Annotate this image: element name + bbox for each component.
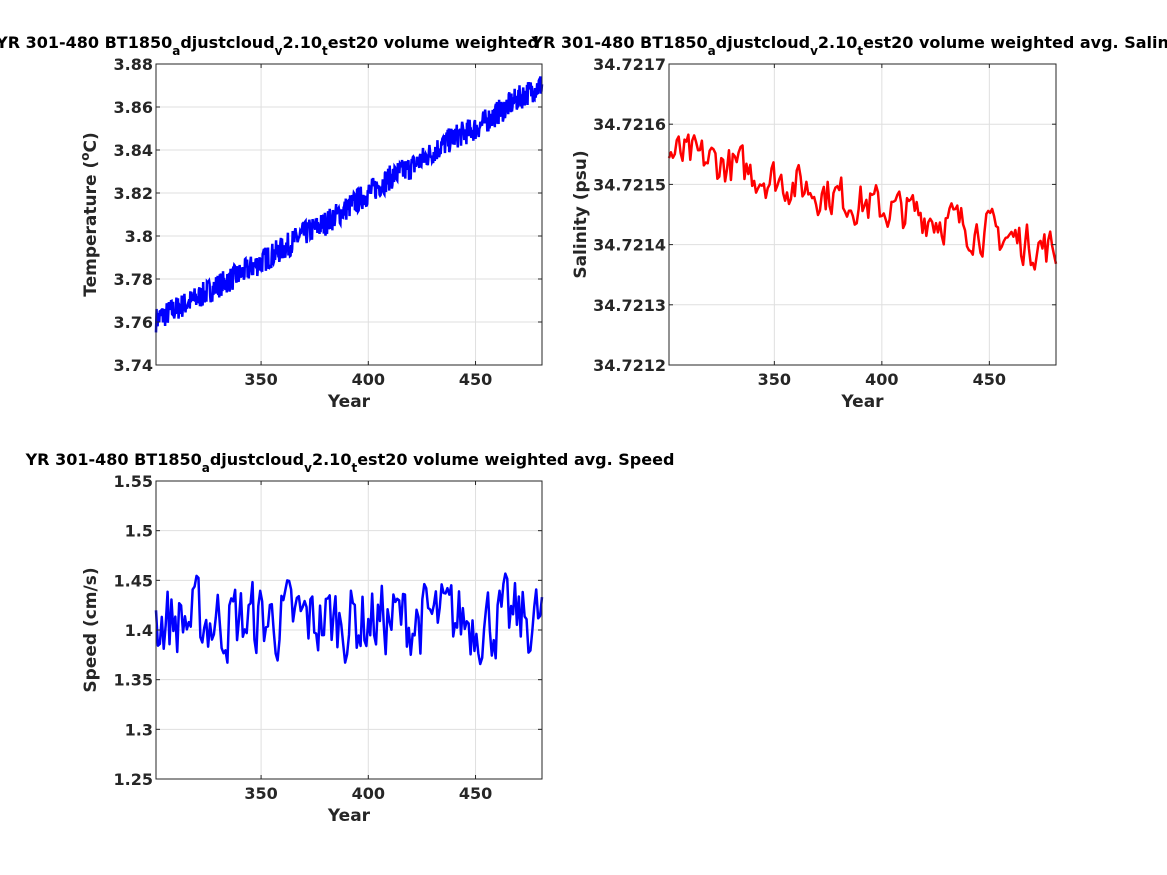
y-tick-label: 3.8: [125, 227, 153, 246]
series-line: [154, 572, 544, 666]
y-tick-label: 1.4: [125, 621, 153, 640]
series-line: [667, 133, 1058, 271]
y-tick-label: 34.7215: [593, 175, 666, 194]
y-tick-label: 1.35: [114, 671, 153, 690]
chart-title: YR 301-480 BT1850adjustcloudv2.10test20 …: [25, 450, 675, 475]
x-axis-label: Year: [327, 392, 371, 412]
axes-box: [668, 63, 1057, 366]
y-axis-label: Speed (cm/s): [81, 567, 101, 692]
x-tick-label: 450: [459, 784, 492, 803]
x-tick-label: 350: [758, 370, 791, 389]
series-line: [154, 76, 544, 333]
y-tick-label: 3.76: [114, 313, 153, 332]
y-tick-label: 1.25: [114, 770, 153, 789]
y-tick-label: 3.84: [114, 141, 153, 160]
y-tick-label: 3.86: [114, 98, 153, 117]
y-tick-label: 1.45: [114, 571, 153, 590]
axes-box: [155, 63, 543, 366]
y-tick-label: 34.7213: [593, 296, 666, 315]
subplot-3: 350 400 450 1.25 1.3 1.35 1.4 1.45 1.5 1.55 Year Sp…: [25, 450, 675, 826]
x-tick-label: 400: [352, 370, 385, 389]
y-tick-label: 1.5: [125, 522, 153, 541]
y-tick-label: 3.88: [114, 55, 153, 74]
subplot-2: 350 400 450 34.7212 34.7213 34.7214 34.7215 34.…: [531, 33, 1167, 412]
y-axis-label: Temperature (oC): [78, 132, 101, 296]
x-tick-label: 450: [973, 370, 1006, 389]
y-tick-label: 34.7212: [593, 356, 666, 375]
y-tick-label: 34.7214: [593, 236, 666, 255]
y-tick-label: 1.55: [114, 472, 153, 491]
chart-title: YR 301-480 BT1850adjustcloudv2.10test20 …: [531, 33, 1167, 58]
y-tick-label: 34.7217: [593, 55, 666, 74]
x-tick-label: 350: [244, 370, 277, 389]
x-tick-label: 400: [352, 784, 385, 803]
chart-title: YR 301-480 BT1850adjustcloudv2.10test20 …: [0, 33, 704, 58]
subplot-1: 350 400 450 3.74 3.76 3.78 3.8 3.82 3.84 3.86 3.88…: [0, 33, 704, 412]
x-tick-label: 400: [865, 370, 898, 389]
x-axis-label: Year: [327, 806, 371, 826]
y-tick-label: 3.82: [114, 184, 153, 203]
y-tick-label: 34.7216: [593, 115, 666, 134]
plot-area: [669, 64, 1056, 365]
x-axis-label: Year: [840, 392, 884, 412]
y-tick-label: 1.3: [125, 720, 153, 739]
y-tick-label: 3.78: [114, 270, 153, 289]
y-tick-label: 3.74: [114, 356, 153, 375]
y-axis-label: Salinity (psu): [571, 150, 591, 278]
x-tick-label: 450: [459, 370, 492, 389]
x-tick-label: 350: [244, 784, 277, 803]
